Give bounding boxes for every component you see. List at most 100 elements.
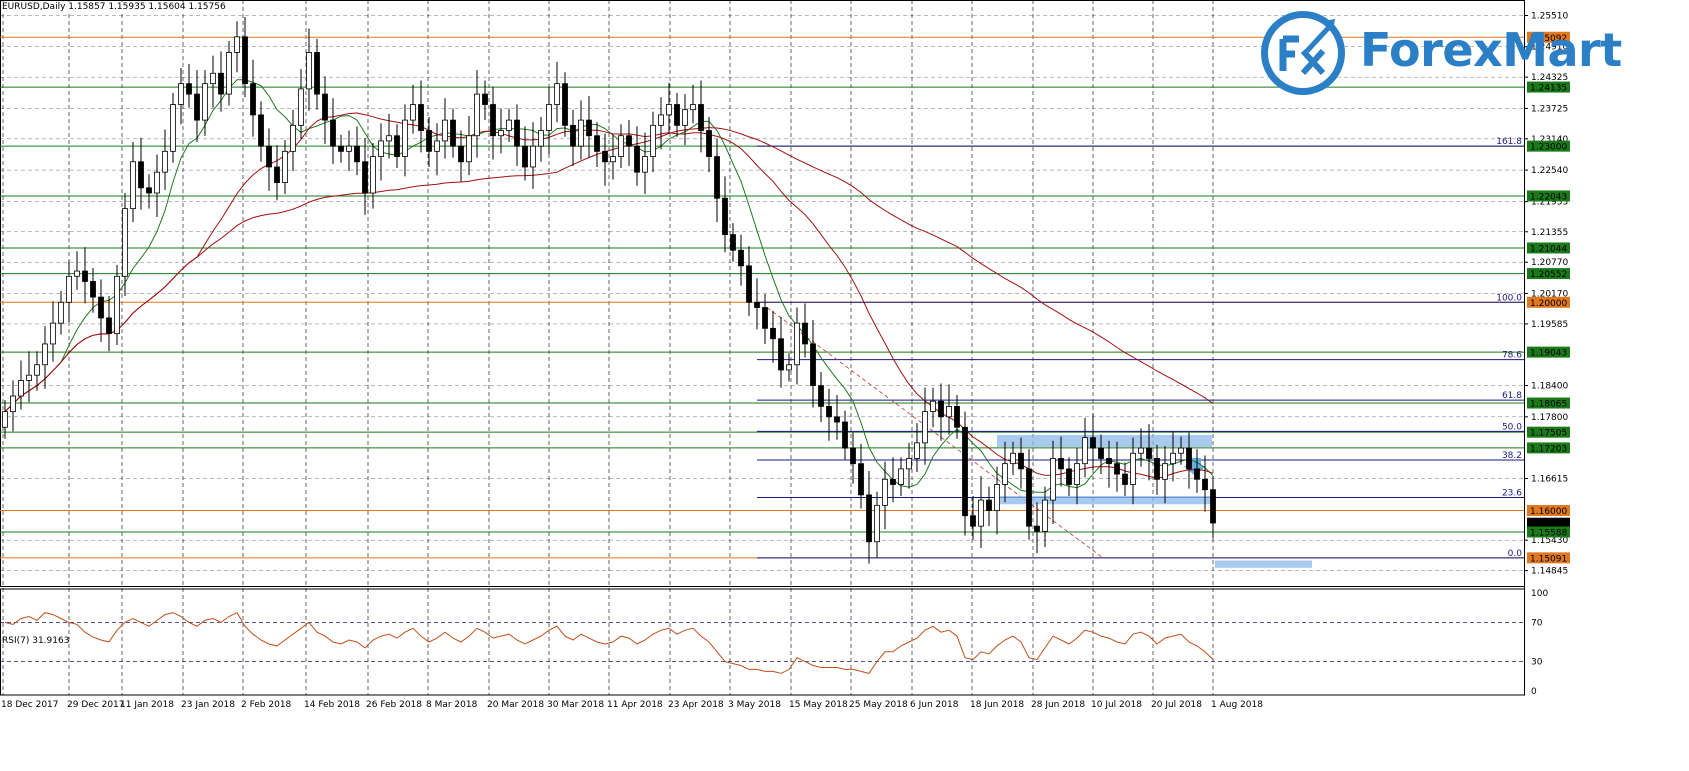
rsi-tick-label: 30 bbox=[1531, 658, 1543, 668]
candle-body bbox=[810, 343, 816, 386]
date-tick-label: 29 Dec 2017 bbox=[67, 700, 125, 710]
price-label-text: 1.17203 bbox=[1530, 444, 1567, 454]
candle-body bbox=[1050, 458, 1056, 501]
candle-body bbox=[1058, 458, 1064, 470]
candle-body bbox=[418, 104, 424, 131]
candle-body bbox=[642, 156, 648, 173]
ma-fast-line bbox=[4, 79, 1214, 493]
candle-body bbox=[698, 104, 704, 131]
price-tick-label: 1.16615 bbox=[1531, 475, 1568, 485]
price-label-box bbox=[1527, 346, 1570, 358]
candle-body bbox=[1018, 452, 1024, 470]
candle-body bbox=[626, 135, 632, 147]
candle-body bbox=[922, 411, 928, 444]
price-tick-label: 1.23140 bbox=[1531, 135, 1568, 145]
price-tick-label: 1.24910 bbox=[1531, 43, 1568, 53]
candle-body bbox=[426, 130, 432, 152]
symbol-info: EURUSD,Daily 1.15857 1.15935 1.15604 1.1… bbox=[2, 2, 226, 12]
candle-body bbox=[738, 249, 744, 267]
candle-body bbox=[586, 119, 592, 137]
price-tick-label: 1.18400 bbox=[1531, 382, 1568, 392]
candle-body bbox=[202, 83, 208, 121]
date-tick-label: 20 Mar 2018 bbox=[487, 700, 544, 710]
date-tick-label: 23 Jan 2018 bbox=[181, 700, 235, 710]
candle-body bbox=[458, 145, 464, 163]
candle-body bbox=[218, 72, 224, 95]
candle-body bbox=[1194, 468, 1200, 480]
candle-body bbox=[722, 197, 728, 236]
candle-body bbox=[1130, 452, 1136, 485]
candle-body bbox=[562, 83, 568, 126]
candle-body bbox=[1042, 499, 1048, 532]
rsi-tick-label: 0 bbox=[1531, 687, 1537, 697]
candle-body bbox=[986, 499, 992, 511]
candle-body bbox=[314, 52, 320, 95]
candle-body bbox=[538, 130, 544, 147]
price-label-box bbox=[1527, 552, 1570, 564]
candle-body bbox=[274, 166, 280, 183]
candle-body bbox=[594, 135, 600, 152]
candle-body bbox=[298, 88, 304, 126]
candle-body bbox=[330, 119, 336, 147]
price-label-text: 1.15588 bbox=[1530, 528, 1567, 538]
candle-body bbox=[554, 83, 560, 105]
candle-body bbox=[674, 104, 680, 126]
candle-body bbox=[1170, 452, 1176, 465]
date-tick-label: 20 Jul 2018 bbox=[1151, 700, 1202, 710]
price-label-box bbox=[1527, 140, 1570, 152]
price-label-box bbox=[1527, 397, 1570, 409]
candle-body bbox=[82, 270, 88, 282]
candle-body bbox=[866, 494, 872, 543]
fib-label: 0.0 bbox=[1508, 549, 1523, 559]
price-tick-label: 1.15430 bbox=[1531, 536, 1568, 546]
candle-body bbox=[258, 114, 264, 147]
candle-body bbox=[754, 301, 760, 308]
candle-body bbox=[882, 478, 888, 506]
date-tick-label: 11 Jan 2018 bbox=[120, 700, 174, 710]
candle-body bbox=[994, 484, 1000, 511]
candle-body bbox=[890, 478, 896, 485]
price-label-box bbox=[1527, 296, 1570, 308]
candle-body bbox=[450, 119, 456, 147]
candle-body bbox=[1098, 447, 1104, 459]
price-zone bbox=[1215, 560, 1312, 568]
price-label-text: 1.23000 bbox=[1530, 143, 1567, 153]
price-label-text: 1.25092 bbox=[1530, 34, 1567, 44]
candle-body bbox=[970, 515, 976, 527]
candle-body bbox=[402, 119, 408, 157]
price-label-box bbox=[1527, 426, 1570, 438]
candle-body bbox=[322, 93, 328, 121]
price-label-box bbox=[1527, 442, 1570, 454]
candle-body bbox=[898, 468, 904, 485]
candle-body bbox=[242, 36, 248, 85]
candle-body bbox=[354, 145, 360, 163]
candle-body bbox=[786, 364, 792, 371]
price-zone bbox=[1000, 495, 1216, 505]
price-label-box bbox=[1527, 242, 1570, 254]
candle-body bbox=[610, 156, 616, 163]
price-label-text: 1.15756 bbox=[1530, 520, 1567, 530]
candle-body bbox=[282, 150, 288, 183]
candle-body bbox=[546, 104, 552, 131]
candle-body bbox=[874, 504, 880, 543]
price-label-box bbox=[1527, 517, 1570, 529]
candle-body bbox=[850, 447, 856, 465]
candle-body bbox=[962, 426, 968, 517]
candle-body bbox=[826, 406, 832, 418]
fib-label: 161.8 bbox=[1496, 137, 1522, 147]
candle-body bbox=[442, 119, 448, 142]
price-label-box bbox=[1527, 31, 1570, 43]
candle-body bbox=[234, 36, 240, 53]
candle-body bbox=[1066, 468, 1072, 485]
price-label-box bbox=[1527, 190, 1570, 202]
price-label-box bbox=[1527, 526, 1570, 538]
candle-body bbox=[394, 135, 400, 157]
candle-body bbox=[186, 83, 192, 95]
rsi-frame bbox=[0, 588, 1525, 696]
price-tick-label: 1.21935 bbox=[1531, 198, 1568, 208]
candle-body bbox=[306, 52, 312, 90]
candle-body bbox=[794, 322, 800, 366]
fib-label: 38.2 bbox=[1502, 451, 1522, 461]
candle-body bbox=[130, 161, 136, 210]
